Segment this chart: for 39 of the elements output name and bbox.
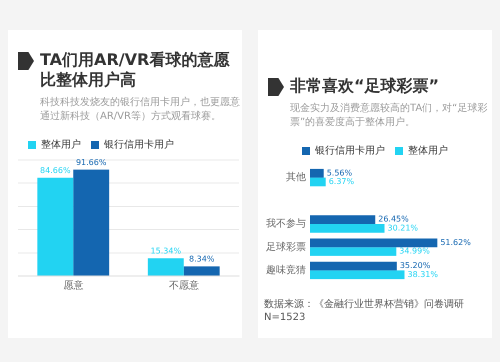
legend-label: 银行信用卡用户 [314, 144, 385, 157]
legend-label: 整体用户 [41, 138, 81, 151]
data-label: 5.56% [326, 168, 353, 178]
bar [310, 270, 404, 280]
bar [310, 215, 376, 224]
source-note: 数据来源：《金融行业世界杯营销》问卷调研 N=1523 [264, 298, 465, 324]
bar [310, 168, 324, 178]
y-tick-label: 我不参与 [266, 218, 306, 230]
legend-label: 银行信用卡用户 [103, 138, 174, 151]
data-label: 30.21% [388, 223, 418, 232]
chart-title: 非常喜欢“足球彩票” [290, 76, 440, 96]
bar [310, 224, 385, 233]
chart-subtitle: 现金实力及消费意愿较高的TA们，对“足球彩票”的喜爱度高于整体用户。 [290, 102, 488, 130]
data-label: 91.66% [76, 158, 107, 167]
data-label: 26.45% [378, 214, 410, 224]
bar [148, 258, 184, 276]
data-label: 38.31% [408, 270, 438, 279]
y-tick-label: 趣味竞猜 [266, 264, 306, 276]
bar [310, 178, 326, 186]
bar [310, 238, 438, 248]
data-label: 51.62% [440, 238, 472, 247]
x-tick-label: 不愿意 [168, 280, 199, 292]
bar [310, 262, 397, 270]
data-label: 8.34% [188, 254, 215, 264]
bar [73, 170, 110, 276]
bar [37, 178, 74, 276]
data-label: 35.20% [400, 261, 431, 270]
y-tick-label: 其他 [286, 171, 306, 184]
data-label: 15.34% [150, 246, 182, 256]
data-label: 84.66% [40, 166, 71, 175]
chart-title: TA们用AR/VR看球的意愿比整体用户高 [40, 50, 230, 90]
x-tick-label: 愿意 [63, 280, 84, 292]
bar [184, 266, 220, 276]
legend-label: 整体用户 [408, 144, 448, 157]
data-label: 34.99% [399, 246, 430, 256]
bar [310, 247, 396, 256]
y-tick-label: 足球彩票 [266, 240, 306, 253]
data-label: 6.37% [328, 177, 355, 186]
chart-subtitle: 科技科技发烧友的银行信用卡用户，也更愿意通过新科技（AR/VR等）方式观看球赛。 [40, 96, 241, 124]
